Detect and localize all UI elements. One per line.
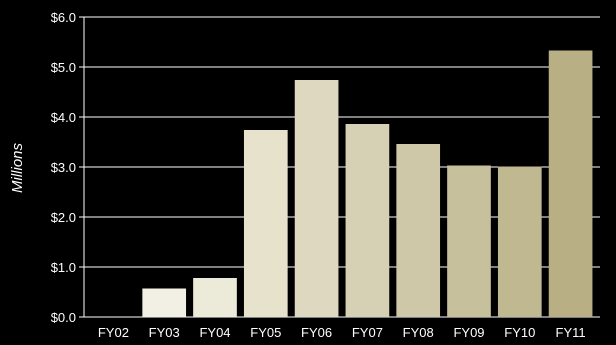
bar-fy11 xyxy=(548,50,593,317)
x-tick-label: FY02 xyxy=(98,325,129,340)
y-axis-ticks: $0.0 $1.0 $2.0 $3.0 $4.0 $5.0 $6.0 xyxy=(51,10,84,325)
bar-fy08 xyxy=(396,144,441,317)
x-axis-ticks: FY02 FY03 FY04 FY05 FY06 FY07 FY08 FY09 FY10 FY11 xyxy=(98,325,586,340)
bar-fy09 xyxy=(447,165,491,317)
y-tick-label: $3.0 xyxy=(51,160,76,175)
x-tick-label: FY10 xyxy=(504,325,535,340)
y-tick-label: $4.0 xyxy=(51,110,76,125)
y-axis-label: Millions xyxy=(9,142,26,193)
x-tick-label: FY06 xyxy=(301,325,332,340)
bar-fy03 xyxy=(142,288,187,317)
y-tick-label: $1.0 xyxy=(51,260,76,275)
x-tick-label: FY09 xyxy=(453,325,484,340)
x-tick-label: FY04 xyxy=(199,325,230,340)
bar-fy04 xyxy=(193,278,237,317)
bar-fy05 xyxy=(243,130,288,317)
x-tick-label: FY03 xyxy=(149,325,180,340)
y-tick-label: $0.0 xyxy=(51,310,76,325)
x-tick-label: FY07 xyxy=(352,325,383,340)
bar-fy06 xyxy=(294,80,339,317)
bar-fy07 xyxy=(345,124,390,317)
x-tick-label: FY08 xyxy=(403,325,434,340)
gridlines xyxy=(84,16,600,318)
y-tick-label: $2.0 xyxy=(51,210,76,225)
bars xyxy=(142,50,593,317)
y-tick-label: $5.0 xyxy=(51,60,76,75)
x-tick-label: FY05 xyxy=(250,325,281,340)
bar-fy10 xyxy=(497,166,542,317)
x-tick-label: FY11 xyxy=(556,325,586,340)
y-tick-label: $6.0 xyxy=(51,10,76,25)
